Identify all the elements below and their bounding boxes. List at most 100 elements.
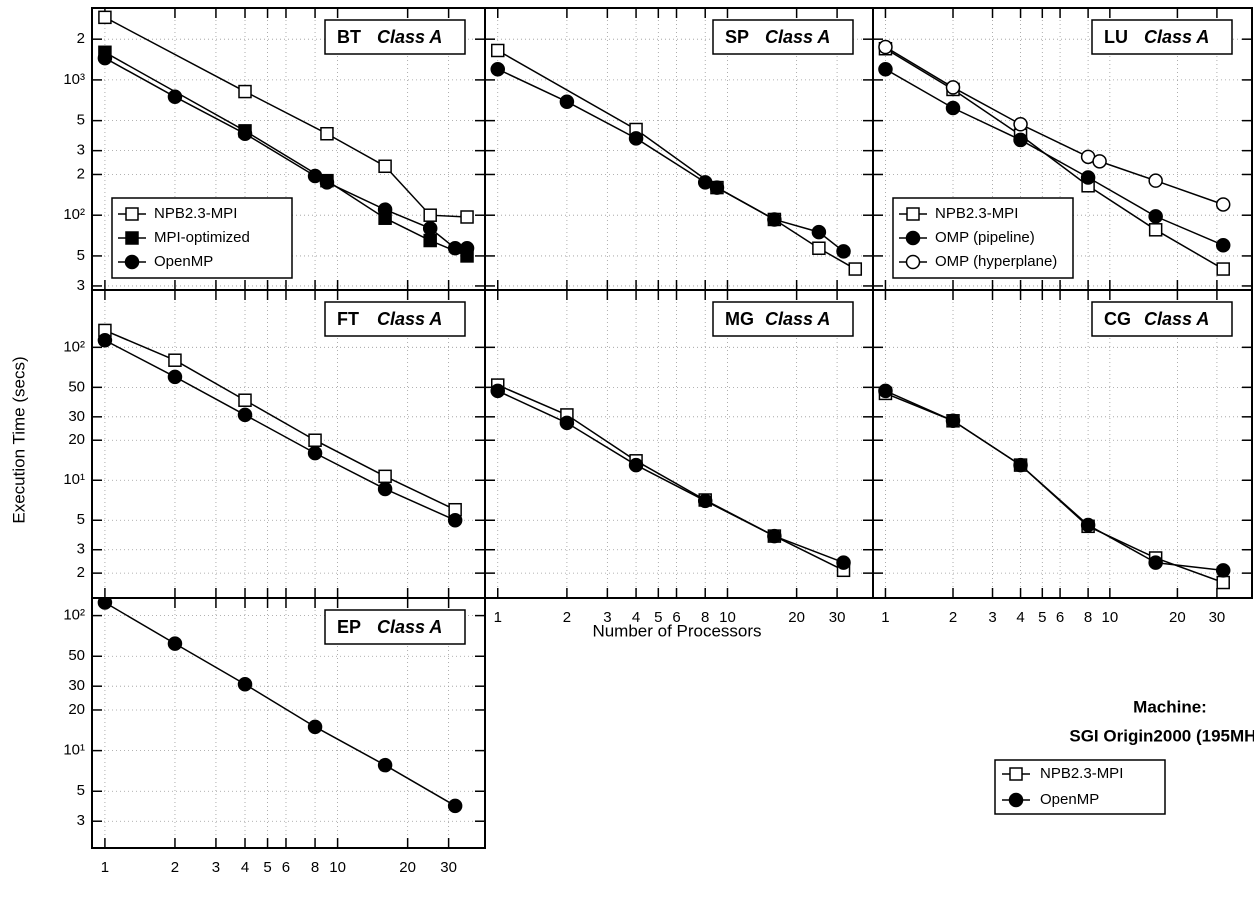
marker [628,131,644,146]
panel: SP Class A [484,7,874,291]
y-tick-label: 3 [77,277,85,294]
y-tick-label: 10² [63,206,85,223]
marker [459,240,475,256]
series-line [104,329,456,511]
series-group [97,323,463,528]
marker [905,230,921,246]
marker [447,798,463,814]
y-tick-label: 5 [77,782,85,799]
marker [906,207,920,221]
y-tick-label: 20 [68,701,85,718]
series-line [104,601,456,807]
marker [767,212,782,227]
x-tick-label: 2 [171,859,179,876]
panel-class: Class A [765,27,830,47]
panel-title: CG [1104,309,1131,329]
panel: 1 2 3 4 5 6 8 10 20 30 CG Class A [872,289,1253,626]
marker [1013,132,1028,148]
x-tick-label: 6 [282,859,290,876]
legend-label: NPB2.3-MPI [1040,765,1123,782]
marker [167,89,183,105]
series-group [878,383,1231,590]
x-tick-label: 3 [603,609,611,626]
x-tick-label: 10 [329,859,346,876]
marker [1216,575,1230,590]
y-tick-label: 2 [77,30,85,47]
marker [320,126,334,141]
marker [836,244,851,259]
x-tick-label: 1 [101,859,109,876]
marker [1013,117,1028,132]
x-tick-label: 5 [263,859,271,876]
y-tick-label: 5 [77,247,85,264]
title-box [324,19,466,55]
y-axis-label: Execution Time (secs) [9,356,28,523]
marker [878,39,893,55]
marker [378,159,392,174]
panel-class: Class A [377,617,442,637]
marker [945,80,961,95]
y-tick-label: 50 [68,378,85,395]
y-tick-label: 50 [68,647,85,664]
series-line [885,390,1224,572]
title-box [1091,19,1233,55]
marker [378,469,392,484]
x-tick-label: 1 [881,609,889,626]
y-tick-label: 10³ [63,71,85,88]
marker [491,43,505,58]
marker [1216,262,1230,276]
marker [709,180,725,195]
y-tick-label: 2 [77,165,85,182]
marker [422,221,438,236]
x-tick-label: 4 [632,609,640,626]
title-box [712,301,854,337]
x-tick-label: 20 [788,609,805,626]
marker [811,224,827,240]
marker [447,240,463,256]
x-tick-label: 4 [241,859,249,876]
marker [307,445,323,461]
marker [1008,792,1024,808]
panel-frame [872,289,1253,599]
y-tick-label: 30 [68,677,85,694]
marker [97,598,113,610]
marker [1080,170,1096,185]
marker [237,677,253,692]
marker [878,383,893,399]
marker [167,369,183,385]
legend-label: NPB2.3-MPI [935,205,1018,222]
series-line [885,46,1224,206]
series-group [490,378,851,578]
marker [628,457,644,473]
panel-title: SP [725,27,749,47]
marker [124,254,140,270]
x-tick-label: 1 [494,609,502,626]
marker [168,353,182,367]
panel-frame [91,597,486,849]
marker [97,50,113,66]
series-line [497,384,844,571]
marker [319,175,335,190]
x-tick-label: 10 [1102,609,1119,626]
title-box [1091,301,1233,337]
series-group [97,10,475,263]
marker [559,94,575,109]
x-tick-label: 6 [1056,609,1064,626]
y-tick-label: 10² [63,338,85,355]
x-tick-label: 10 [719,609,736,626]
marker [697,175,713,190]
panel-class: Class A [1144,309,1209,329]
marker [1013,457,1028,473]
marker [812,241,826,255]
panel-title: MG [725,309,754,329]
y-tick-label: 5 [77,511,85,528]
series-line [885,68,1224,246]
x-tick-label: 30 [1209,609,1226,626]
note-line: SGI Origin2000 (195MHz) [1069,726,1254,745]
series-line [497,68,844,252]
legend-label: OMP (pipeline) [935,229,1035,246]
marker [848,262,863,276]
y-tick-label: 3 [77,541,85,558]
